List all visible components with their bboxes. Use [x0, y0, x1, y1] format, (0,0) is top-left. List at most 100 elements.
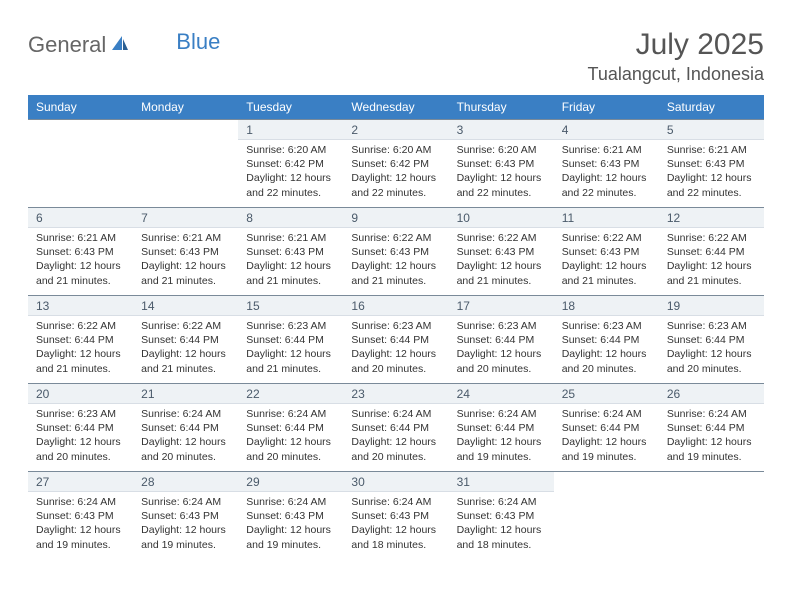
- day-content-cell: Sunrise: 6:24 AMSunset: 6:43 PMDaylight:…: [238, 492, 343, 560]
- day-content-cell: Sunrise: 6:23 AMSunset: 6:44 PMDaylight:…: [343, 316, 448, 384]
- day-content-cell: Sunrise: 6:20 AMSunset: 6:42 PMDaylight:…: [238, 140, 343, 208]
- day-number-cell: 30: [343, 472, 448, 492]
- day-number-cell: 3: [449, 120, 554, 140]
- day-content-row: Sunrise: 6:20 AMSunset: 6:42 PM Daylight:…: [28, 140, 764, 208]
- daylight-line: and 21 minutes.: [246, 362, 335, 376]
- daylight-line: Daylight: 12 hours: [457, 435, 546, 449]
- sunset-line: Sunset: 6:44 PM: [457, 421, 546, 435]
- day-number-cell: 18: [554, 296, 659, 316]
- daylight-line: Daylight: 12 hours: [457, 259, 546, 273]
- day-content-cell: Sunrise: 6:24 AMSunset: 6:43 PMDaylight:…: [343, 492, 448, 560]
- day-number-cell: 9: [343, 208, 448, 228]
- day-content-cell: Sunrise: 6:21 AMSunset: 6:43 PMDaylight:…: [133, 228, 238, 296]
- day-number-cell: [554, 472, 659, 492]
- sunset-line: Sunset: 6:44 PM: [667, 245, 756, 259]
- day-number: 19: [667, 299, 680, 313]
- sunset-line: Sunset: 6:43 PM: [457, 157, 546, 171]
- daylight-line: and 19 minutes.: [457, 450, 546, 464]
- day-content-row: Sunrise: 6:24 AMSunset: 6:43 PMDaylight:…: [28, 492, 764, 560]
- day-number: 23: [351, 387, 364, 401]
- day-content-cell: Sunrise: 6:24 AMSunset: 6:44 PMDaylight:…: [343, 404, 448, 472]
- daylight-line: and 20 minutes.: [246, 450, 335, 464]
- daylight-line: Daylight: 12 hours: [246, 435, 335, 449]
- daylight-line: and 19 minutes.: [246, 538, 335, 552]
- sunset-line: Sunset: 6:44 PM: [141, 421, 230, 435]
- day-content-row: Sunrise: 6:23 AMSunset: 6:44 PMDaylight:…: [28, 404, 764, 472]
- day-number: 3: [457, 123, 464, 137]
- day-content-cell: Sunrise: 6:23 AMSunset: 6:44 PMDaylight:…: [28, 404, 133, 472]
- daylight-line: and 19 minutes.: [36, 538, 125, 552]
- sunset-line: Sunset: 6:43 PM: [141, 509, 230, 523]
- daylight-line: Daylight: 12 hours: [457, 347, 546, 361]
- weekday-header-row: Sunday Monday Tuesday Wednesday Thursday…: [28, 95, 764, 120]
- day-number-cell: 8: [238, 208, 343, 228]
- day-number: 28: [141, 475, 154, 489]
- sunset-line: Sunset: 6:44 PM: [351, 421, 440, 435]
- day-number-row: 12345: [28, 120, 764, 140]
- sunrise-line: Sunrise: 6:23 AM: [562, 319, 651, 333]
- day-number-cell: [659, 472, 764, 492]
- sunset-line: Sunset: 6:43 PM: [667, 157, 756, 171]
- sunset-line: Sunset: 6:44 PM: [351, 333, 440, 347]
- sunrise-line: Sunrise: 6:21 AM: [36, 231, 125, 245]
- daylight-line: and 19 minutes.: [562, 450, 651, 464]
- sunrise-line: Sunrise: 6:24 AM: [667, 407, 756, 421]
- daylight-line: and 20 minutes.: [351, 450, 440, 464]
- sunset-line: Sunset: 6:43 PM: [246, 245, 335, 259]
- sunrise-line: Sunrise: 6:22 AM: [351, 231, 440, 245]
- sunrise-line: Sunrise: 6:20 AM: [351, 143, 440, 157]
- sunset-line: Sunset: 6:44 PM: [36, 421, 125, 435]
- weekday-header: Tuesday: [238, 95, 343, 120]
- daylight-line: Daylight: 12 hours: [141, 435, 230, 449]
- day-number-cell: 16: [343, 296, 448, 316]
- day-number-cell: 19: [659, 296, 764, 316]
- logo-sail-icon: [110, 34, 130, 57]
- daylight-line: and 21 minutes.: [667, 274, 756, 288]
- logo-text-blue: Blue: [176, 29, 220, 55]
- daylight-line: and 21 minutes.: [457, 274, 546, 288]
- sunrise-line: Sunrise: 6:23 AM: [457, 319, 546, 333]
- sunset-line: Sunset: 6:42 PM: [351, 157, 440, 171]
- day-number-cell: 10: [449, 208, 554, 228]
- daylight-line: Daylight: 12 hours: [141, 259, 230, 273]
- day-number-cell: [28, 120, 133, 140]
- sunset-line: Sunset: 6:43 PM: [562, 157, 651, 171]
- daylight-line: and 21 minutes.: [246, 274, 335, 288]
- day-content-row: Sunrise: 6:21 AMSunset: 6:43 PMDaylight:…: [28, 228, 764, 296]
- day-content-cell: Sunrise: 6:23 AMSunset: 6:44 PMDaylight:…: [554, 316, 659, 384]
- day-content-cell: [554, 492, 659, 560]
- sunrise-line: Sunrise: 6:21 AM: [141, 231, 230, 245]
- sunset-line: Sunset: 6:43 PM: [457, 245, 546, 259]
- sunrise-line: Sunrise: 6:24 AM: [141, 407, 230, 421]
- sunset-line: Sunset: 6:44 PM: [141, 333, 230, 347]
- day-content-cell: Sunrise: 6:23 AMSunset: 6:44 PMDaylight:…: [238, 316, 343, 384]
- day-number: 1: [246, 123, 253, 137]
- day-number-cell: 11: [554, 208, 659, 228]
- day-number: 25: [562, 387, 575, 401]
- daylight-line: Daylight: 12 hours: [667, 171, 756, 185]
- sunrise-line: Sunrise: 6:22 AM: [562, 231, 651, 245]
- sunrise-line: Sunrise: 6:24 AM: [351, 407, 440, 421]
- weekday-header: Sunday: [28, 95, 133, 120]
- daylight-line: and 21 minutes.: [351, 274, 440, 288]
- daylight-line: Daylight: 12 hours: [667, 347, 756, 361]
- sunrise-line: Sunrise: 6:24 AM: [457, 495, 546, 509]
- day-content-cell: Sunrise: 6:22 AMSunset: 6:44 PMDaylight:…: [28, 316, 133, 384]
- daylight-line: and 19 minutes.: [141, 538, 230, 552]
- day-content-cell: Sunrise: 6:20 AMSunset: 6:43 PMDaylight:…: [449, 140, 554, 208]
- day-content-cell: [28, 140, 133, 208]
- daylight-line: and 21 minutes.: [141, 362, 230, 376]
- sunrise-line: Sunrise: 6:22 AM: [667, 231, 756, 245]
- day-content-cell: Sunrise: 6:24 AMSunset: 6:44 PMDaylight:…: [133, 404, 238, 472]
- day-number: 29: [246, 475, 259, 489]
- sunset-line: Sunset: 6:43 PM: [36, 245, 125, 259]
- day-number: 16: [351, 299, 364, 313]
- day-content-cell: Sunrise: 6:23 AMSunset: 6:44 PMDaylight:…: [659, 316, 764, 384]
- sunrise-line: Sunrise: 6:24 AM: [246, 495, 335, 509]
- sunrise-line: Sunrise: 6:21 AM: [667, 143, 756, 157]
- daylight-line: Daylight: 12 hours: [562, 347, 651, 361]
- daylight-line: and 22 minutes.: [667, 186, 756, 200]
- daylight-line: and 20 minutes.: [141, 450, 230, 464]
- sunrise-line: Sunrise: 6:22 AM: [457, 231, 546, 245]
- sunset-line: Sunset: 6:44 PM: [246, 333, 335, 347]
